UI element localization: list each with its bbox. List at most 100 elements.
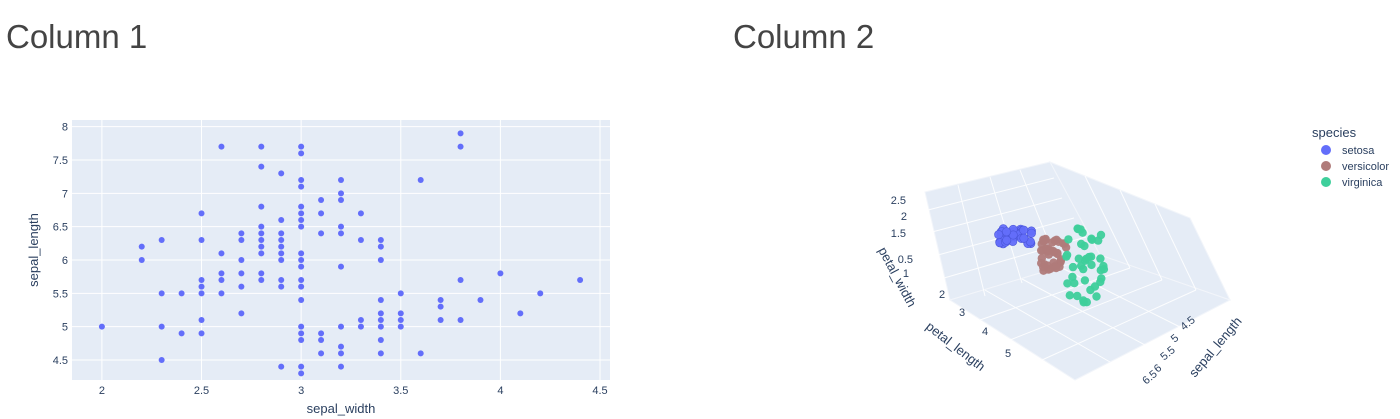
scatter-point[interactable] bbox=[338, 323, 344, 330]
scatter-point[interactable] bbox=[377, 310, 384, 317]
scatter-point-versicolor[interactable] bbox=[1049, 246, 1058, 256]
scatter-point-virginica[interactable] bbox=[1074, 254, 1084, 263]
scatter-point-virginica[interactable] bbox=[1087, 260, 1096, 270]
scatter-point[interactable] bbox=[138, 243, 145, 250]
scatter-point[interactable] bbox=[298, 337, 305, 343]
scatter-point[interactable] bbox=[158, 290, 165, 297]
scatter-point[interactable] bbox=[298, 330, 305, 337]
legend-item-versicolor[interactable]: versicolor bbox=[1321, 161, 1389, 173]
plot-area[interactable] bbox=[72, 120, 610, 380]
scatter-point[interactable] bbox=[238, 270, 245, 277]
scatter-point[interactable] bbox=[258, 250, 265, 257]
scatter-point[interactable] bbox=[138, 257, 145, 263]
scatter-point[interactable] bbox=[278, 277, 285, 283]
scatter-point[interactable] bbox=[158, 237, 165, 243]
scatter-point[interactable] bbox=[278, 257, 285, 263]
scatter-point[interactable] bbox=[357, 237, 364, 243]
scatter-point[interactable] bbox=[417, 177, 424, 183]
scatter-point-versicolor[interactable] bbox=[1051, 263, 1061, 273]
scatter-point[interactable] bbox=[437, 297, 444, 303]
legend-item-virginica[interactable]: virginica bbox=[1321, 177, 1383, 189]
scatter-point[interactable] bbox=[278, 237, 285, 243]
scatter-point[interactable] bbox=[437, 303, 444, 310]
scatter-point[interactable] bbox=[338, 223, 344, 230]
scatter-point[interactable] bbox=[198, 317, 205, 323]
scene-3d[interactable] bbox=[924, 161, 1232, 381]
scatter-point-setosa[interactable] bbox=[994, 230, 1004, 240]
scatter-point-setosa[interactable] bbox=[1019, 225, 1029, 235]
scatter-point-virginica[interactable] bbox=[1087, 235, 1097, 244]
scatter-point[interactable] bbox=[278, 250, 285, 257]
scatter-point[interactable] bbox=[198, 330, 205, 337]
scatter-point[interactable] bbox=[298, 203, 305, 210]
scatter-point[interactable] bbox=[537, 290, 544, 297]
scatter-point[interactable] bbox=[278, 230, 285, 237]
legend[interactable]: species setosa versicolor virginica bbox=[1312, 125, 1389, 189]
scatter-point[interactable] bbox=[377, 337, 384, 343]
scatter-point[interactable] bbox=[497, 270, 504, 277]
scatter-point-virginica[interactable] bbox=[1073, 291, 1082, 301]
scatter-point[interactable] bbox=[298, 210, 305, 217]
scatter-point[interactable] bbox=[258, 237, 265, 243]
scatter-point[interactable] bbox=[278, 243, 285, 250]
scatter-point-setosa[interactable] bbox=[1026, 228, 1036, 238]
scatter-point-versicolor[interactable] bbox=[1054, 237, 1063, 246]
scatter-point[interactable] bbox=[377, 323, 384, 330]
scatter-point-virginica[interactable] bbox=[1070, 279, 1079, 288]
scatter-point-setosa[interactable] bbox=[1002, 235, 1012, 245]
scatter-point[interactable] bbox=[218, 143, 225, 150]
scatter-point[interactable] bbox=[298, 217, 305, 223]
scatter-point[interactable] bbox=[198, 290, 205, 297]
scatter-point[interactable] bbox=[457, 143, 464, 150]
scatter-point-virginica[interactable] bbox=[1079, 298, 1088, 307]
scatter-point-virginica[interactable] bbox=[1096, 277, 1105, 287]
scatter-point[interactable] bbox=[318, 337, 325, 343]
scatter-point[interactable] bbox=[338, 263, 344, 270]
scatter-point[interactable] bbox=[198, 210, 205, 217]
scatter-point[interactable] bbox=[158, 357, 165, 363]
scatter-point[interactable] bbox=[477, 297, 484, 303]
scatter-point-virginica[interactable] bbox=[1096, 230, 1106, 240]
scatter-point[interactable] bbox=[397, 310, 404, 317]
scatter-point[interactable] bbox=[178, 330, 185, 337]
scatter-point[interactable] bbox=[278, 283, 285, 290]
scatter-point[interactable] bbox=[338, 343, 344, 350]
scatter-point-virginica[interactable] bbox=[1076, 225, 1085, 234]
scatter-point[interactable] bbox=[397, 317, 404, 323]
scatter-point[interactable] bbox=[377, 297, 384, 303]
scatter-point[interactable] bbox=[298, 257, 305, 263]
scatter-point[interactable] bbox=[198, 237, 205, 243]
scatter-point[interactable] bbox=[258, 223, 265, 230]
scatter-point[interactable] bbox=[318, 330, 325, 337]
scatter-point[interactable] bbox=[238, 283, 245, 290]
scatter-point[interactable] bbox=[158, 323, 165, 330]
scatter-point[interactable] bbox=[258, 203, 265, 210]
scatter-point-virginica[interactable] bbox=[1065, 291, 1075, 300]
scatter-point[interactable] bbox=[338, 350, 344, 357]
scatter-point[interactable] bbox=[377, 243, 384, 250]
scatter-point[interactable] bbox=[178, 290, 185, 297]
scatter-point-virginica[interactable] bbox=[1092, 292, 1101, 301]
scatter-point-virginica[interactable] bbox=[1063, 279, 1072, 288]
scatter-point-versicolor[interactable] bbox=[1048, 238, 1057, 247]
scatter-point[interactable] bbox=[338, 190, 344, 197]
scatter-point[interactable] bbox=[338, 197, 344, 203]
scatter-point-virginica[interactable] bbox=[1080, 276, 1090, 285]
scatter-point[interactable] bbox=[278, 170, 285, 177]
legend-item-setosa[interactable]: setosa bbox=[1321, 145, 1375, 157]
scatter-point[interactable] bbox=[218, 290, 225, 297]
scatter-point[interactable] bbox=[258, 230, 265, 237]
scatter-point-virginica[interactable] bbox=[1096, 266, 1106, 275]
scatter-point[interactable] bbox=[377, 237, 384, 243]
scatter-point[interactable] bbox=[577, 277, 584, 283]
scatter-point[interactable] bbox=[338, 363, 344, 370]
scatter-point[interactable] bbox=[298, 177, 305, 183]
scatter-point[interactable] bbox=[258, 277, 265, 283]
scatter-point[interactable] bbox=[318, 350, 325, 357]
scatter-point[interactable] bbox=[397, 290, 404, 297]
scatter-point[interactable] bbox=[357, 323, 364, 330]
scatter-point-setosa[interactable] bbox=[1019, 233, 1029, 243]
scatter-point[interactable] bbox=[218, 270, 225, 277]
scatter-point[interactable] bbox=[238, 257, 245, 263]
